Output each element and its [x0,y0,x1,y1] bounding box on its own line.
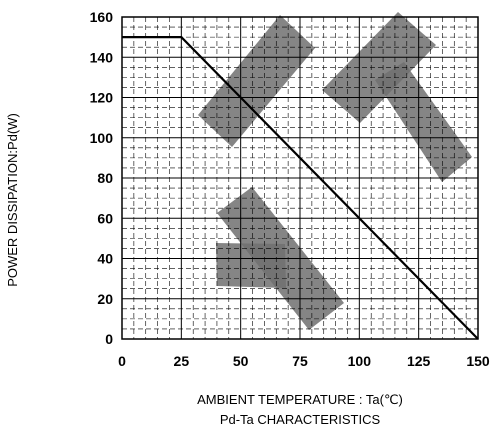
y-tick-label: 140 [90,49,114,65]
x-tick-label: 125 [407,353,431,369]
x-tick-label: 75 [292,353,308,369]
y-tick-label: 100 [90,130,114,146]
y-tick-label: 0 [105,331,113,347]
plot-frame [121,16,479,340]
grid [122,17,478,339]
y-tick-label: 40 [97,251,113,267]
watermark-stroke [375,62,472,182]
x-tick-label: 100 [348,353,372,369]
y-axis-title: POWER DISSIPATION:Pd(W) [5,113,20,287]
y-tick-label: 120 [90,90,114,106]
series-line [122,36,479,340]
y-tick-label: 80 [97,170,113,186]
x-axis-title: AMBIENT TEMPERATURE : Ta(℃) [197,392,403,407]
watermark-stroke [198,15,315,147]
y-tick-label: 60 [97,210,113,226]
chart-title: Pd-Ta CHARACTERISTICS [220,412,381,427]
series [122,36,479,340]
x-tick-label: 150 [466,353,490,369]
y-tick-label: 160 [90,9,114,25]
y-tick-label: 20 [97,291,113,307]
x-tick-label: 25 [174,353,190,369]
y-tick-labels: 0 20 40 60 80 100 120 140 160 [90,9,114,347]
x-tick-label: 50 [233,353,249,369]
x-tick-label: 0 [118,353,126,369]
watermark [198,12,472,330]
x-tick-labels: 0 25 50 75 100 125 150 [118,353,490,369]
watermark-stroke [216,243,286,288]
